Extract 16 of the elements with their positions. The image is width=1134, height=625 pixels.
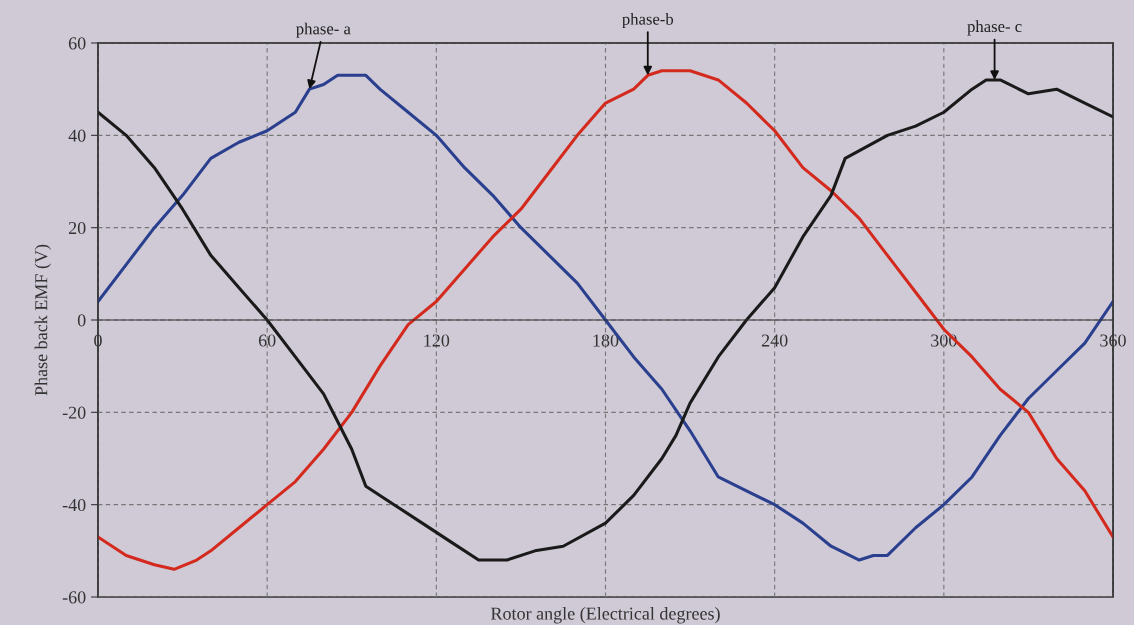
annotation: phase- c <box>967 20 1022 36</box>
y-axis-title: Phase back EMF (V) <box>34 244 52 396</box>
annotation: phase-b <box>622 12 674 29</box>
x-axis-title: Rotor angle (Electrical degrees) <box>490 607 720 624</box>
y-tick-label: 20 <box>68 221 86 235</box>
y-tick-label: 40 <box>68 129 86 142</box>
y-tick-label: -40 <box>62 498 86 512</box>
annotation: phase- a <box>296 22 351 38</box>
x-tick-label: 120 <box>424 334 450 347</box>
y-tick-label: -20 <box>62 406 86 419</box>
y-tick-label: -60 <box>62 591 86 604</box>
x-tick-label: 240 <box>761 334 788 347</box>
y-tick-label: 60 <box>68 37 86 50</box>
x-tick-label: 60 <box>258 334 276 347</box>
y-tick-label: 0 <box>77 314 86 327</box>
x-tick-label: 180 <box>593 334 619 347</box>
